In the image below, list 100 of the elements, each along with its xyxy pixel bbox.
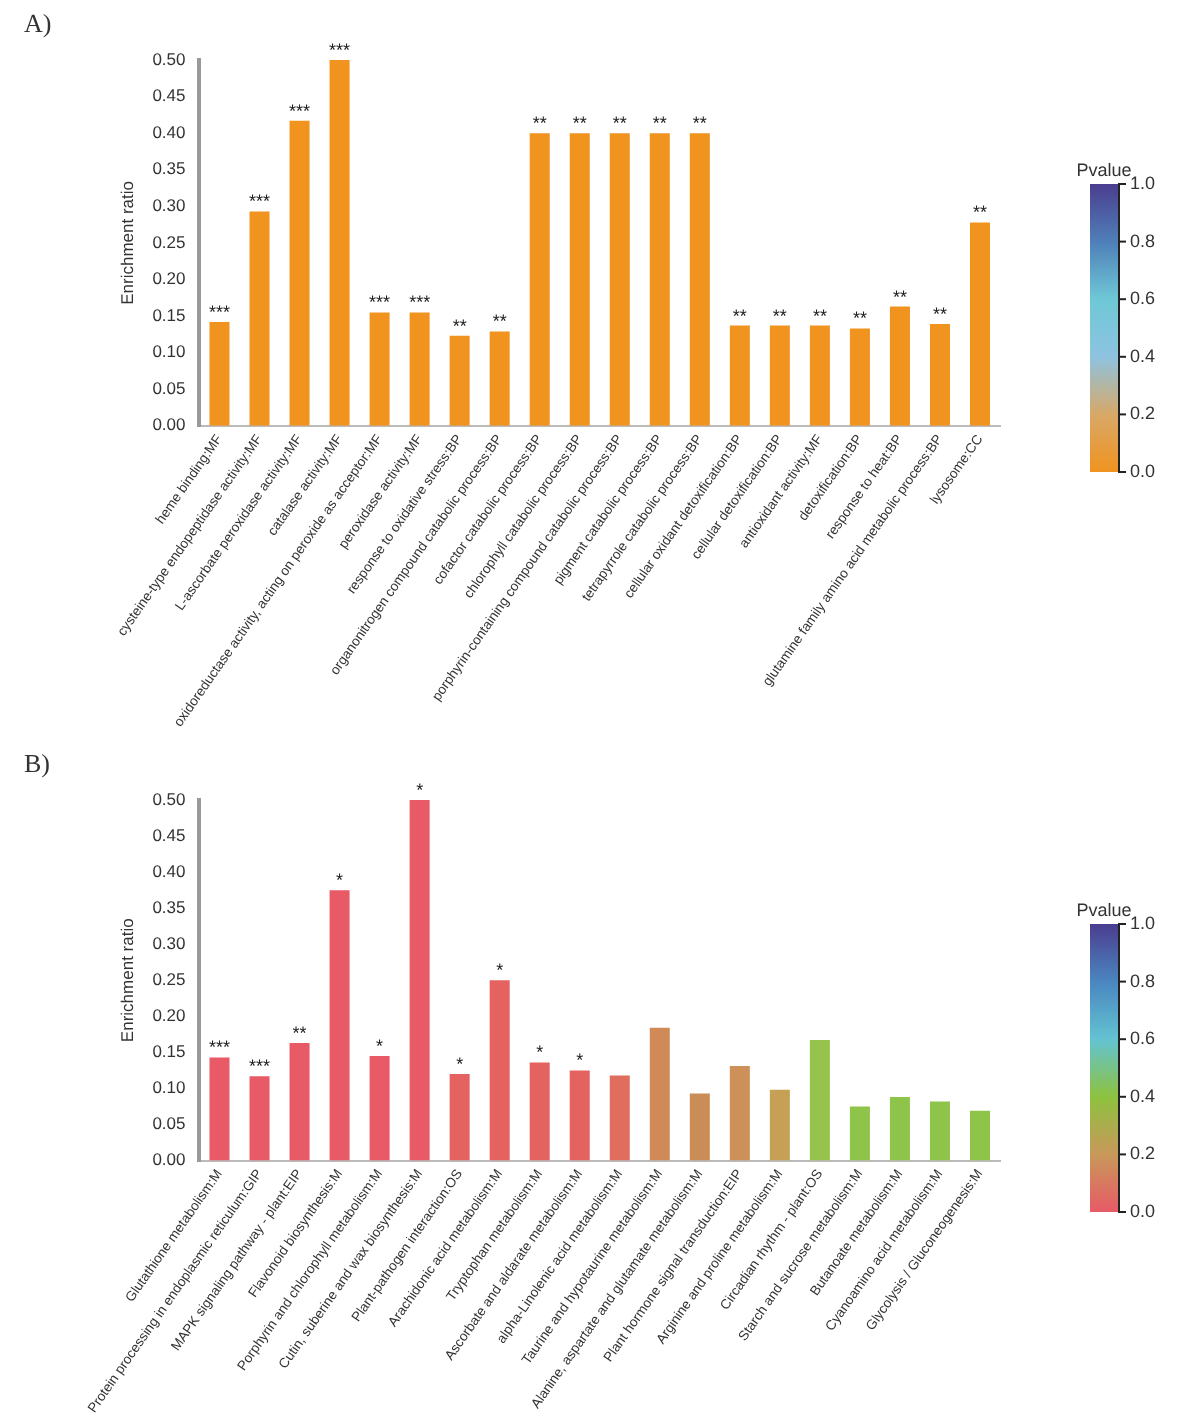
annotation: *** (208, 1037, 231, 1058)
y-tick-label: 0.35 (152, 896, 187, 917)
color-bar-label: 0.6 (1130, 288, 1156, 309)
annotation: *** (208, 301, 231, 322)
bar (929, 324, 950, 426)
bar (769, 1089, 790, 1161)
y-tick-label: 0.25 (152, 231, 187, 252)
color-bar-label: 0.2 (1130, 1143, 1156, 1164)
bar (609, 1075, 630, 1161)
bar (889, 1097, 910, 1161)
bar (889, 306, 910, 426)
annotation: * (336, 870, 345, 891)
annotation: *** (369, 292, 392, 313)
bar (849, 328, 870, 426)
color-bar-label: 0.8 (1130, 230, 1156, 251)
bar (369, 312, 390, 426)
bar (329, 60, 350, 426)
bar (409, 312, 430, 426)
annotation: ** (532, 113, 548, 134)
color-bar-label: 0.4 (1130, 345, 1156, 366)
color-bar-label: 0.0 (1130, 460, 1156, 481)
y-tick-label: 0.40 (152, 860, 187, 881)
y-tick-label: 0.40 (152, 121, 187, 142)
y-tick-label: 0.30 (152, 932, 187, 953)
bar (809, 325, 830, 426)
annotation: *** (249, 191, 272, 212)
y-tick-label: 0.50 (152, 788, 187, 809)
bar (529, 133, 550, 426)
y-tick-label: 0.00 (152, 414, 187, 435)
y-tick-label: 0.10 (152, 341, 187, 362)
annotation: ** (452, 315, 468, 336)
annotation: * (496, 960, 505, 981)
y-tick-label: 0.20 (152, 268, 187, 289)
color-bar-label: 0.4 (1130, 1085, 1156, 1106)
color-bar-label: 0.6 (1130, 1028, 1156, 1049)
annotation: ** (892, 286, 908, 307)
bar (489, 980, 510, 1161)
bar (809, 1040, 830, 1161)
annotation: ** (492, 311, 508, 332)
annotation: ** (812, 305, 828, 326)
color-bar-label: 0.8 (1130, 970, 1156, 991)
annotation: *** (329, 39, 352, 60)
annotation: ** (852, 308, 868, 329)
bar (969, 1110, 990, 1161)
annotation: ** (652, 113, 668, 134)
color-bar-label: 1.0 (1130, 172, 1156, 193)
annotation: ** (612, 113, 628, 134)
bar (449, 335, 470, 426)
bar (529, 1062, 550, 1161)
color-bar-title: Pvalue (1076, 159, 1132, 180)
bar (209, 321, 230, 426)
bar (329, 890, 350, 1161)
color-bar-label: 0.2 (1130, 403, 1156, 424)
y-tick-label: 0.25 (152, 968, 187, 989)
bar (609, 133, 630, 426)
color-bar-label: 0.0 (1130, 1200, 1156, 1221)
chart-title: A) (24, 7, 52, 38)
bar (209, 1057, 230, 1161)
y-tick-label: 0.35 (152, 158, 187, 179)
bar (249, 211, 270, 426)
annotation: * (576, 1050, 585, 1071)
bar (769, 325, 790, 426)
bar (489, 331, 510, 426)
color-bar-label: 1.0 (1130, 912, 1156, 933)
bar (929, 1101, 950, 1161)
annotation: ** (732, 305, 748, 326)
bar (289, 120, 310, 426)
annotation: *** (409, 292, 432, 313)
y-tick-label: 0.10 (152, 1077, 187, 1098)
y-axis-title: Enrichment ratio (116, 180, 137, 305)
bar (369, 1055, 390, 1161)
annotation: *** (249, 1056, 272, 1077)
bar (409, 800, 430, 1161)
bar (249, 1076, 270, 1161)
bar (849, 1106, 870, 1161)
bar (569, 1070, 590, 1161)
y-tick-label: 0.05 (152, 1113, 187, 1134)
y-tick-label: 0.45 (152, 85, 187, 106)
annotation: * (416, 779, 425, 800)
y-tick-label: 0.30 (152, 195, 187, 216)
y-tick-label: 0.05 (152, 377, 187, 398)
annotation: ** (972, 202, 988, 223)
annotation: * (456, 1053, 465, 1074)
bar (729, 325, 750, 426)
bar (969, 222, 990, 426)
bar (689, 133, 710, 426)
annotation: ** (772, 305, 788, 326)
annotation: ** (572, 113, 588, 134)
bar (649, 1027, 670, 1161)
y-tick-label: 0.50 (152, 48, 187, 69)
bar (449, 1073, 470, 1161)
annotation: * (536, 1042, 545, 1063)
color-bar-title: Pvalue (1076, 899, 1132, 920)
y-tick-label: 0.00 (152, 1149, 187, 1170)
annotation: ** (692, 113, 708, 134)
bar (729, 1066, 750, 1161)
annotation: *** (289, 100, 312, 121)
chart-title: B) (24, 747, 50, 778)
bar (689, 1093, 710, 1161)
bar (289, 1042, 310, 1161)
